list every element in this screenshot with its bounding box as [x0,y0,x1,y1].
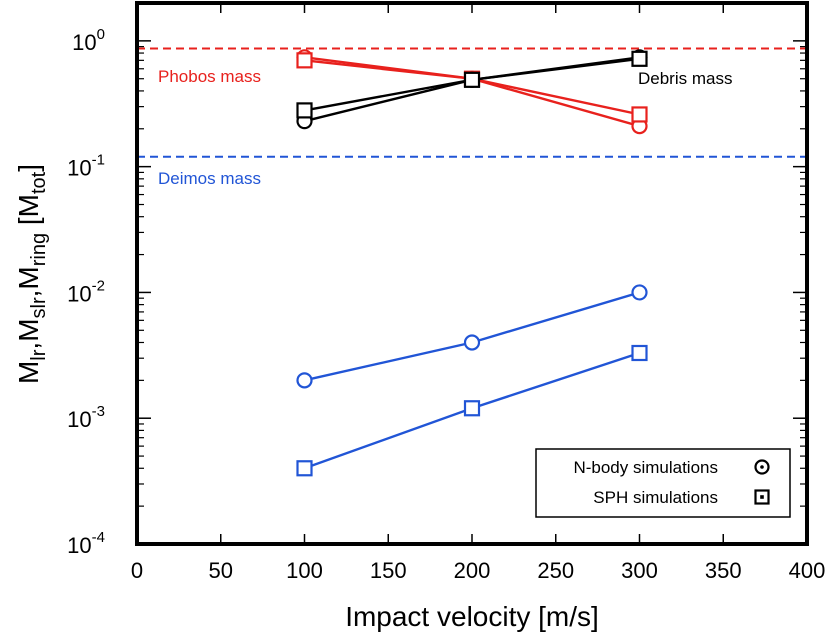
data-point-slr-n-body-200 [463,334,481,351]
series-line-0 [304,56,640,128]
y-tick-label--2: 10-2 [67,277,105,306]
x-tick-label-100: 100 [286,558,323,583]
legend: N-body simulations SPH simulations [535,448,791,518]
x-tick-label-150: 150 [370,558,407,583]
x-tick-label-300: 300 [621,558,658,583]
series-group [296,49,648,477]
plot-frame [135,1,809,546]
data-point-slr-n-body-300 [631,284,648,301]
y-tick-label--1: 10-1 [67,152,105,181]
legend-marker-nbody [754,459,770,475]
x-tick-label-200: 200 [454,558,491,583]
y-axis-title: Mlr,Mslr,Mring [Mtot] [13,164,50,384]
phobos-mass-label: Phobos mass [158,67,261,86]
data-point-slr-sph-300 [631,344,648,362]
axis-ticks: 0 50 100 150 200 250 300 350 400 10-4 10-3 10-2 10-1… [67,2,826,583]
y-tick-label--3: 10-3 [67,403,105,432]
debris-mass-label: Debris mass [638,69,732,88]
data-point-slr-sph-200 [463,400,481,417]
y-tick-label--4: 10-4 [67,529,105,558]
data-point-slr-n-body-100 [296,372,313,389]
data-point-slr-sph-100 [296,460,313,477]
data-point-ring-sph-100 [296,102,313,119]
data-point-lr-sph-300 [631,106,648,123]
deimos-mass-label: Deimos mass [158,169,261,188]
legend-marker-sph [754,489,770,505]
legend-label-nbody: N-body simulations [573,458,718,477]
data-point-lr-sph-100 [296,52,313,69]
data-point-ring-sph-300 [631,50,648,67]
reference-lines [137,47,807,158]
legend-box [535,448,791,518]
x-tick-label-400: 400 [789,558,826,583]
x-tick-label-0: 0 [131,558,143,583]
y-tick-label-0: 100 [72,26,105,55]
x-tick-label-50: 50 [209,558,233,583]
x-tick-label-350: 350 [705,558,742,583]
x-axis-title: Impact velocity [m/s] [345,601,599,632]
legend-label-sph: SPH simulations [593,488,718,507]
data-point-ring-sph-200 [463,71,481,88]
x-tick-label-250: 250 [537,558,574,583]
